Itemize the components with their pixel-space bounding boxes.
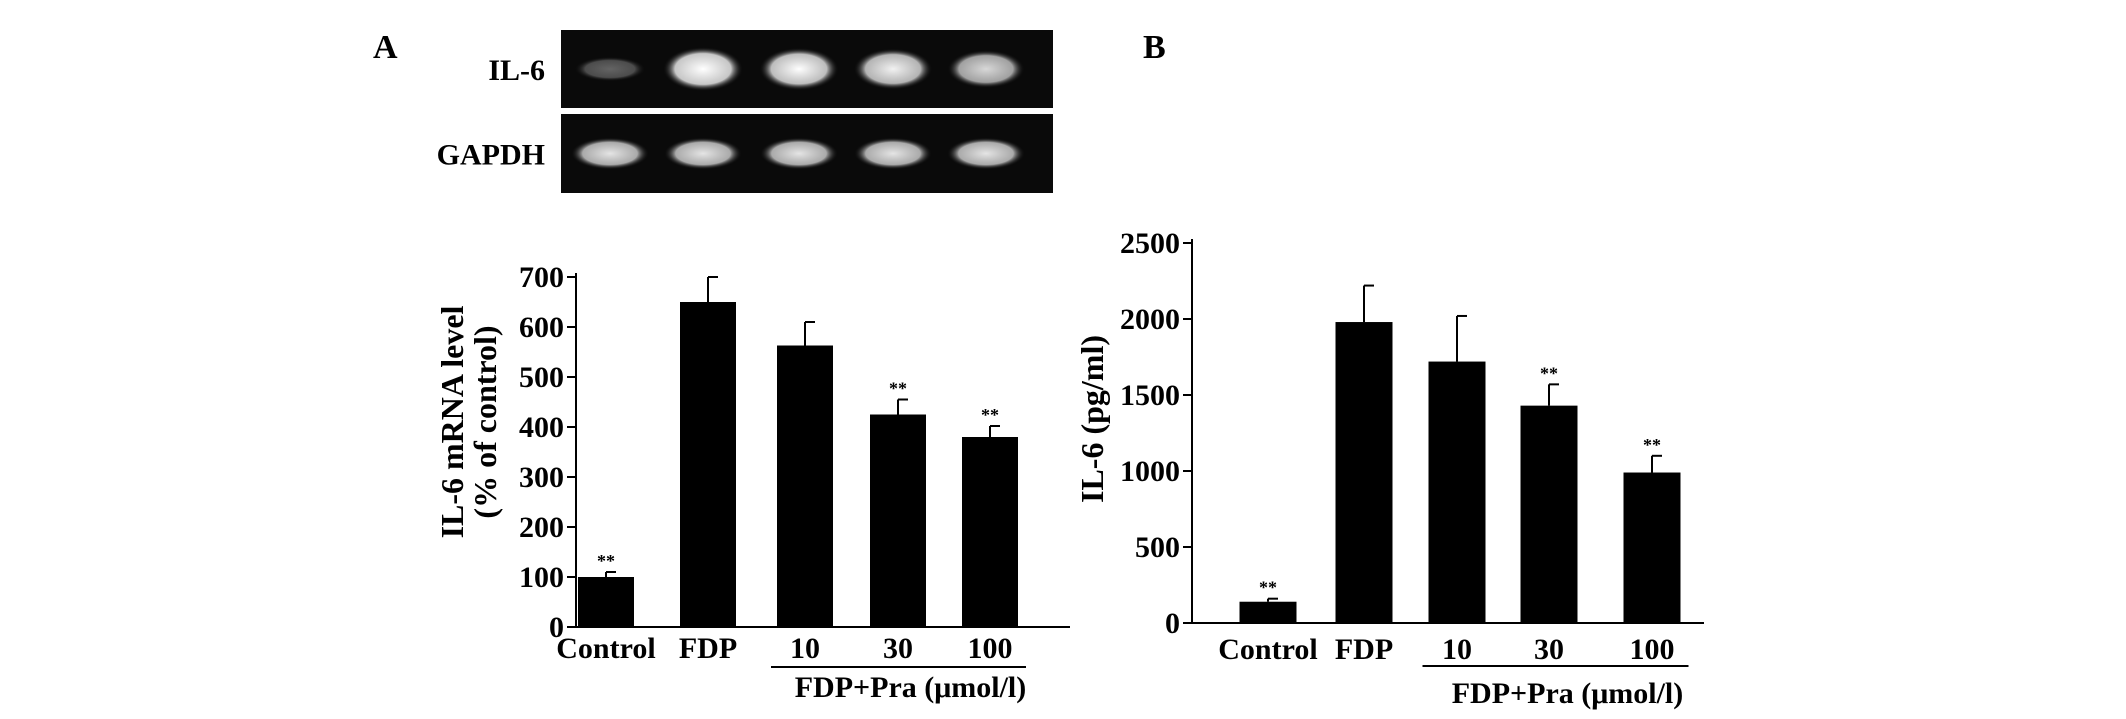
panel-a-label: A xyxy=(373,29,398,66)
gel-band xyxy=(664,137,742,170)
significance-mark: ** xyxy=(597,551,615,571)
gel-band xyxy=(663,47,743,91)
bar xyxy=(1335,322,1393,623)
y-tick-label: 1500 xyxy=(1120,379,1180,412)
bar xyxy=(962,437,1018,627)
y-tick-label: 700 xyxy=(519,261,564,294)
y-tick-label: 200 xyxy=(519,511,564,544)
bar xyxy=(1623,472,1681,623)
panel-b-label: B xyxy=(1143,29,1166,66)
gel-band xyxy=(571,137,649,170)
bar xyxy=(777,345,833,627)
gel-row-label: GAPDH xyxy=(437,139,545,172)
x-category-label: 10 xyxy=(790,632,820,665)
significance-mark: ** xyxy=(1540,363,1558,383)
y-tick-label: 600 xyxy=(519,311,564,344)
gel-blot: IL-6 GAPDH xyxy=(437,30,1053,193)
bar xyxy=(870,414,926,627)
y-tick-label: 400 xyxy=(519,411,564,444)
bar xyxy=(1428,361,1486,623)
x-category-label: 100 xyxy=(1630,633,1675,666)
gel-row-label: IL-6 xyxy=(488,54,545,87)
group-label: FDP+Pra (μmol/l) xyxy=(1452,677,1684,710)
gel-band xyxy=(947,50,1025,88)
gel-band xyxy=(947,137,1025,170)
y-tick-label: 300 xyxy=(519,461,564,494)
y-tick-label: 1000 xyxy=(1120,455,1180,488)
gel-band xyxy=(760,137,838,170)
x-category-label: FDP xyxy=(1335,633,1393,666)
y-axis-label: IL-6 mRNA level xyxy=(434,305,470,538)
x-category-label: 10 xyxy=(1442,633,1472,666)
bar xyxy=(1520,405,1578,623)
x-category-label: 100 xyxy=(968,632,1013,665)
gel-band xyxy=(759,47,839,91)
significance-mark: ** xyxy=(981,405,999,425)
bar xyxy=(1239,601,1297,623)
y-tick-label: 500 xyxy=(519,361,564,394)
chart-a: 0 100 200 300 400 500 600 700 ** Control FDP 10 ** 30… xyxy=(434,261,1070,704)
chart-b: 0 500 1000 1500 2000 2500 ** Control FDP 10 ** 30 **… xyxy=(1074,227,1704,710)
x-category-label: Control xyxy=(556,632,655,665)
y-tick-label: 2000 xyxy=(1120,303,1180,336)
group-label: FDP+Pra (μmol/l) xyxy=(795,671,1027,704)
x-category-label: 30 xyxy=(883,632,913,665)
x-category-label: Control xyxy=(1218,633,1317,666)
x-category-label: FDP xyxy=(679,632,737,665)
gel-band xyxy=(854,137,932,170)
significance-mark: ** xyxy=(889,379,907,399)
bar xyxy=(680,302,736,627)
bar xyxy=(578,577,634,627)
x-category-label: 30 xyxy=(1534,633,1564,666)
significance-mark: ** xyxy=(1259,578,1277,598)
y-tick-label: 0 xyxy=(1165,607,1180,640)
y-tick-label: 2500 xyxy=(1120,227,1180,260)
y-axis-label: IL-6 (pg/ml) xyxy=(1074,335,1110,503)
gel-band xyxy=(853,48,933,90)
y-axis-label-line2: (% of control) xyxy=(467,325,503,518)
gel-band xyxy=(574,56,646,82)
significance-mark: ** xyxy=(1643,435,1661,455)
y-tick-label: 500 xyxy=(1135,531,1180,564)
y-tick-label: 100 xyxy=(519,561,564,594)
y-tick-label: 0 xyxy=(549,611,564,644)
